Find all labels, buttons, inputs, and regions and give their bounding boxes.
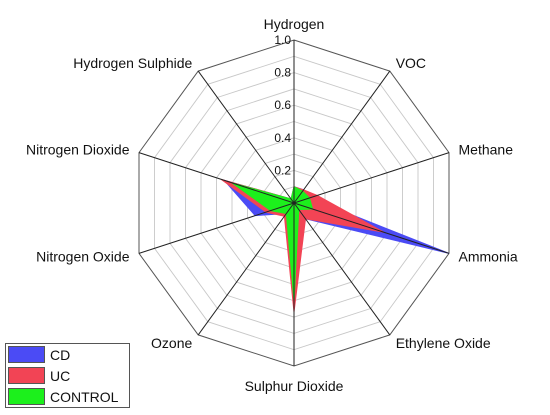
spoke-ethylene-oxide — [293, 202, 391, 336]
series-layer — [220, 178, 450, 313]
legend-item-control: CONTROL — [6, 386, 129, 407]
radar-spokes — [138, 40, 450, 366]
axis-label-nitrogen-oxide: Nitrogen Oxide — [36, 249, 130, 265]
axis-label-hydrogen: Hydrogen — [264, 16, 325, 32]
legend-swatch-control — [8, 388, 45, 405]
spoke-hydrogen-sulphide — [197, 70, 295, 204]
spoke-voc — [293, 70, 391, 204]
axis-label-methane: Methane — [459, 142, 514, 158]
axis-label-ozone: Ozone — [151, 335, 192, 351]
tick-labels: 0.2 0.4 0.6 0.8 1.0 — [274, 33, 291, 177]
legend: CD UC CONTROL — [5, 343, 130, 408]
spoke-ozone — [197, 202, 295, 336]
legend-label-control: CONTROL — [50, 388, 119, 405]
spoke-nitrogen-dioxide — [138, 152, 295, 204]
axis-label-nitrogen-dioxide: Nitrogen Dioxide — [26, 142, 130, 158]
axis-label-ethylene-oxide: Ethylene Oxide — [396, 335, 491, 351]
tick-label: 1.0 — [274, 33, 291, 47]
axis-label-ammonia: Ammonia — [459, 249, 518, 265]
legend-label-cd: CD — [50, 346, 71, 363]
tick-label: 0.6 — [274, 98, 291, 112]
axis-label-voc: VOC — [396, 55, 426, 71]
legend-swatch-uc — [8, 367, 45, 384]
spoke-methane — [293, 152, 450, 204]
axis-labels: Hydrogen VOC Methane Ammonia Ethylene Oxide S… — [26, 16, 518, 394]
legend-item-uc: UC — [6, 365, 129, 386]
axis-label-hydrogen-sulphide: Hydrogen Sulphide — [73, 55, 192, 71]
tick-label: 0.4 — [274, 131, 291, 145]
legend-swatch-cd — [8, 346, 45, 363]
spoke-nitrogen-oxide — [138, 202, 295, 254]
tick-label: 0.8 — [274, 66, 291, 80]
spoke-ammonia — [293, 202, 450, 254]
legend-item-cd: CD — [6, 344, 129, 365]
axis-label-sulphur-dioxide: Sulphur Dioxide — [245, 378, 344, 394]
tick-label: 0.2 — [274, 163, 291, 177]
legend-label-uc: UC — [50, 367, 71, 384]
